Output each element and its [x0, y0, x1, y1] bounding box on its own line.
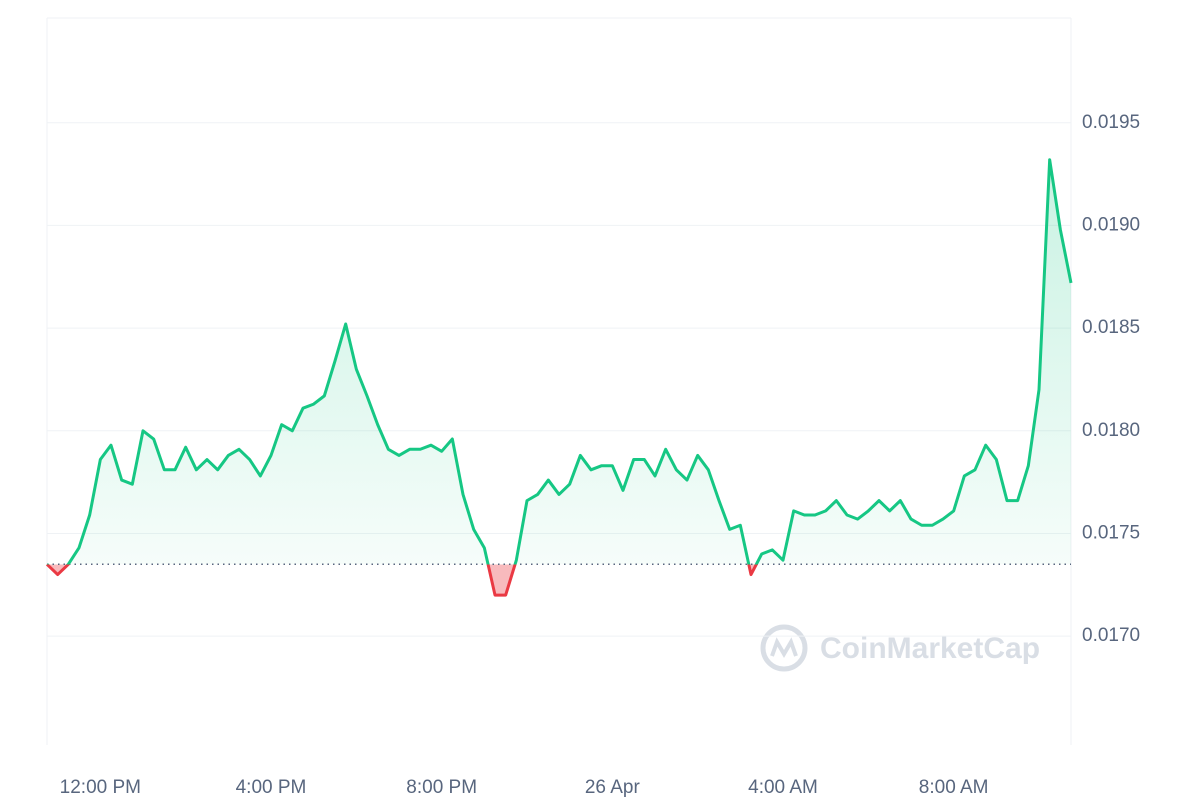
watermark-logo-mark	[770, 637, 798, 658]
watermark-logo	[760, 624, 808, 672]
x-tick-label: 8:00 PM	[406, 777, 477, 798]
price-line	[45, 158, 1073, 597]
y-tick-label: 0.0180	[1082, 420, 1140, 441]
y-tick-label: 0.0190	[1082, 214, 1140, 235]
x-tick-label: 26 Apr	[585, 777, 641, 798]
watermark: CoinMarketCap	[760, 624, 1040, 672]
price-area	[47, 159, 1071, 596]
x-tick-label: 8:00 AM	[919, 777, 989, 798]
y-tick-label: 0.0185	[1082, 317, 1140, 338]
x-tick-label: 4:00 AM	[748, 777, 818, 798]
y-tick-label: 0.0195	[1082, 112, 1140, 133]
x-tick-label: 4:00 PM	[236, 777, 307, 798]
x-tick-label: 12:00 PM	[60, 777, 141, 798]
y-tick-label: 0.0175	[1082, 522, 1140, 543]
y-tick-label: 0.0170	[1082, 625, 1140, 646]
watermark-text: CoinMarketCap	[820, 632, 1040, 665]
